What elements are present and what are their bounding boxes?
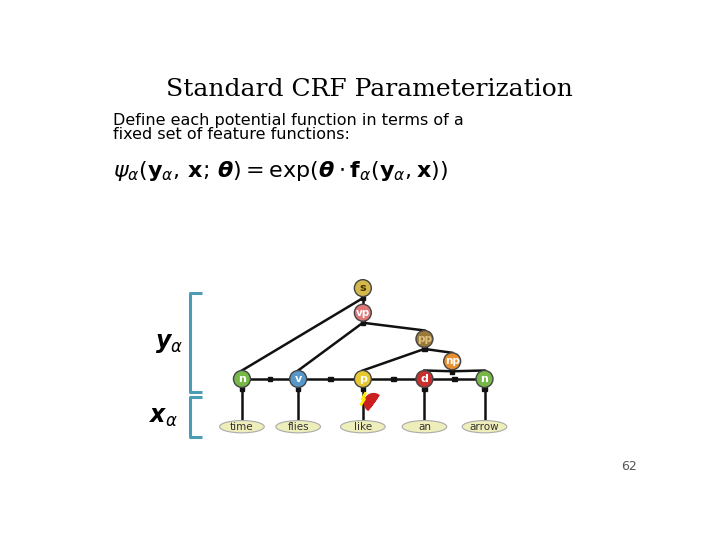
Bar	[361, 296, 365, 300]
Circle shape	[476, 370, 493, 387]
Circle shape	[289, 370, 307, 387]
Polygon shape	[364, 394, 379, 410]
Ellipse shape	[341, 421, 385, 433]
Text: pp: pp	[417, 334, 432, 344]
Text: arrow: arrow	[469, 422, 499, 431]
Text: time: time	[230, 422, 253, 431]
Text: $\boldsymbol{y}_\alpha$: $\boldsymbol{y}_\alpha$	[155, 331, 183, 355]
Text: v: v	[294, 374, 302, 384]
Circle shape	[416, 330, 433, 347]
Text: flies: flies	[287, 422, 309, 431]
Text: $\boldsymbol{x}_\alpha$: $\boldsymbol{x}_\alpha$	[149, 405, 178, 429]
Bar	[422, 387, 427, 392]
Bar	[422, 347, 427, 351]
Bar	[452, 377, 456, 381]
Circle shape	[416, 370, 433, 387]
Circle shape	[354, 304, 372, 321]
Text: $\psi_\alpha(\mathbf{y}_\alpha,\,\mathbf{x};\,\boldsymbol{\theta})= \mathrm{exp}: $\psi_\alpha(\mathbf{y}_\alpha,\,\mathbf…	[113, 159, 448, 183]
Text: n: n	[480, 374, 488, 384]
Bar	[392, 377, 396, 381]
Text: n: n	[238, 374, 246, 384]
Ellipse shape	[462, 421, 507, 433]
Bar	[296, 387, 300, 392]
Circle shape	[444, 353, 461, 370]
Text: d: d	[420, 374, 428, 384]
Text: Define each potential function in terms of a: Define each potential function in terms …	[113, 113, 464, 128]
Text: s: s	[359, 283, 366, 293]
Text: an: an	[418, 422, 431, 431]
Ellipse shape	[276, 421, 320, 433]
Ellipse shape	[402, 421, 447, 433]
Circle shape	[354, 370, 372, 387]
Circle shape	[354, 280, 372, 296]
Text: Standard CRF Parameterization: Standard CRF Parameterization	[166, 78, 572, 101]
Text: vp: vp	[356, 308, 370, 318]
Bar	[361, 320, 365, 325]
Bar	[361, 387, 365, 392]
Text: p: p	[359, 374, 366, 384]
Bar	[240, 387, 244, 392]
Circle shape	[233, 370, 251, 387]
Text: like: like	[354, 422, 372, 431]
Bar	[328, 377, 333, 381]
Bar	[482, 387, 487, 392]
Bar	[268, 377, 272, 381]
Text: fixed set of feature functions:: fixed set of feature functions:	[113, 126, 350, 141]
Text: 62: 62	[621, 460, 637, 473]
Ellipse shape	[220, 421, 264, 433]
Bar	[450, 369, 454, 374]
Text: np: np	[445, 356, 459, 366]
